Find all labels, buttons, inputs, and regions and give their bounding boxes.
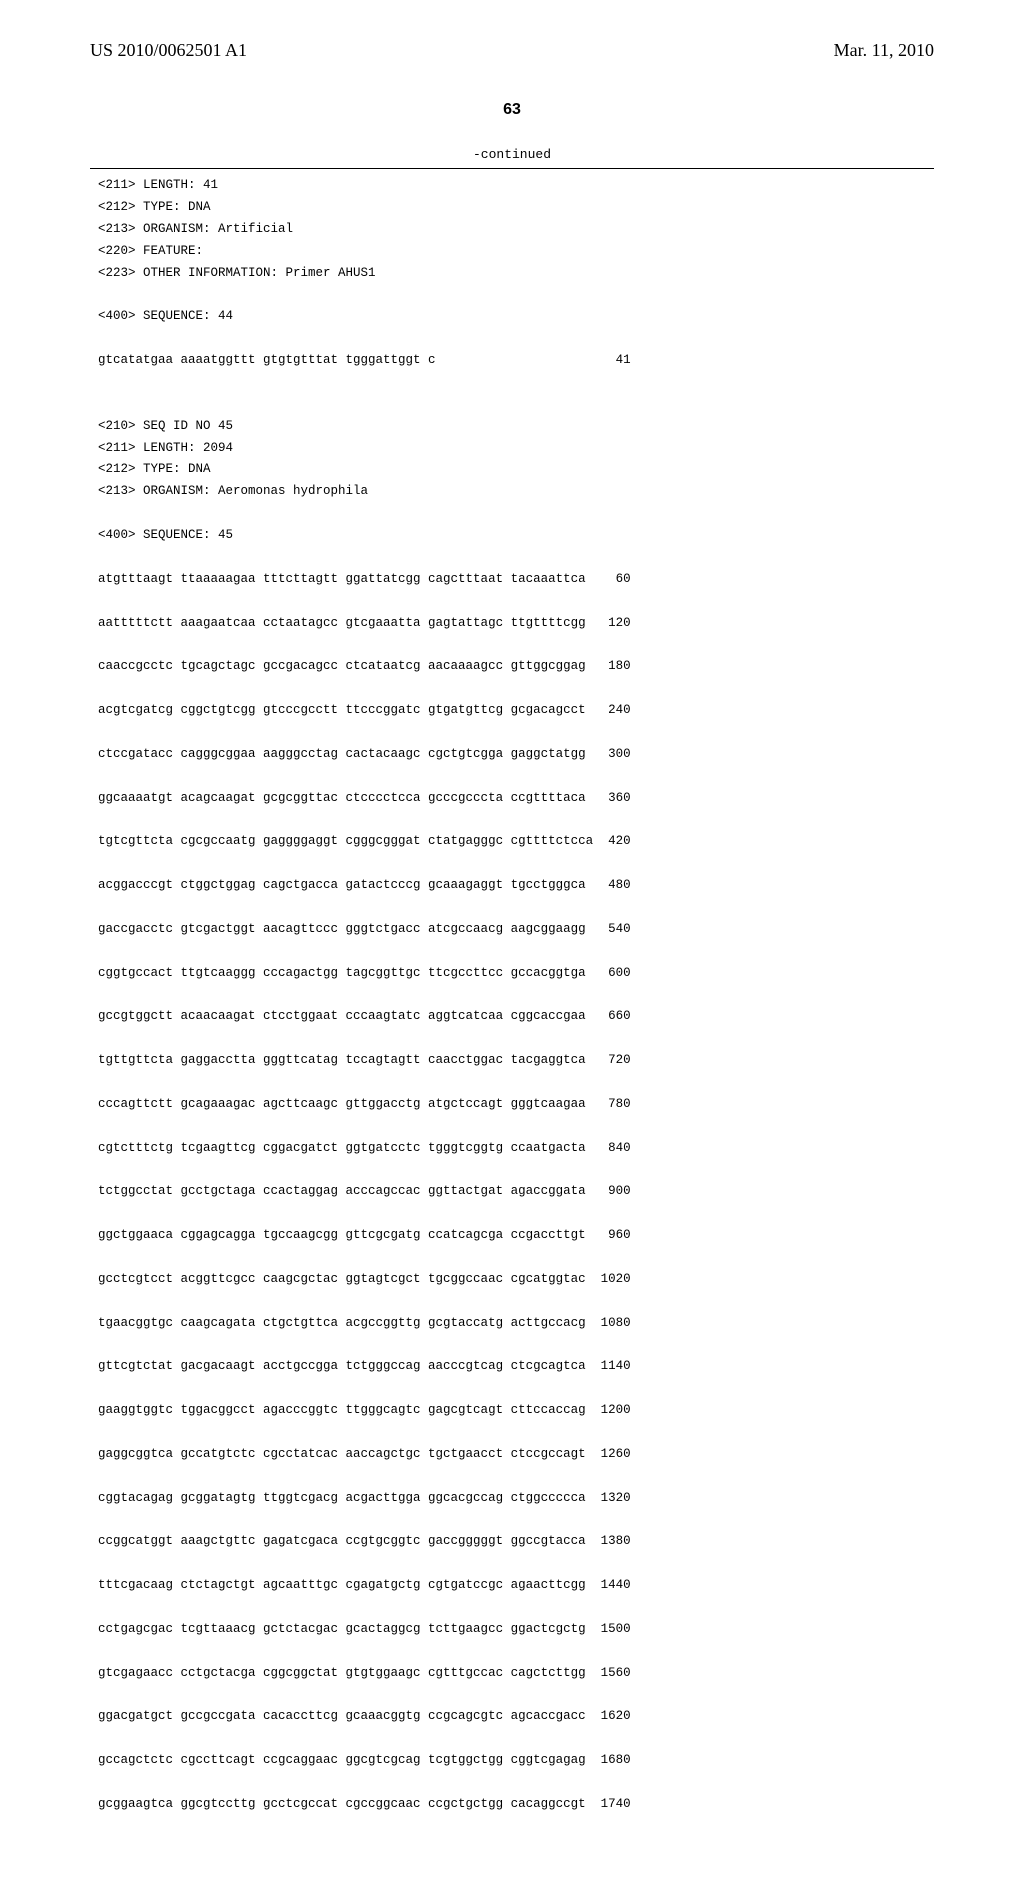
horizontal-rule — [90, 168, 934, 169]
continued-label: -continued — [90, 147, 934, 162]
page-number: 63 — [90, 101, 934, 119]
page-header: US 2010/0062501 A1 Mar. 11, 2010 — [90, 40, 934, 61]
publication-number: US 2010/0062501 A1 — [90, 40, 247, 61]
publication-date: Mar. 11, 2010 — [834, 40, 934, 61]
sequence-listing: <211> LENGTH: 41 <212> TYPE: DNA <213> O… — [98, 175, 934, 1838]
